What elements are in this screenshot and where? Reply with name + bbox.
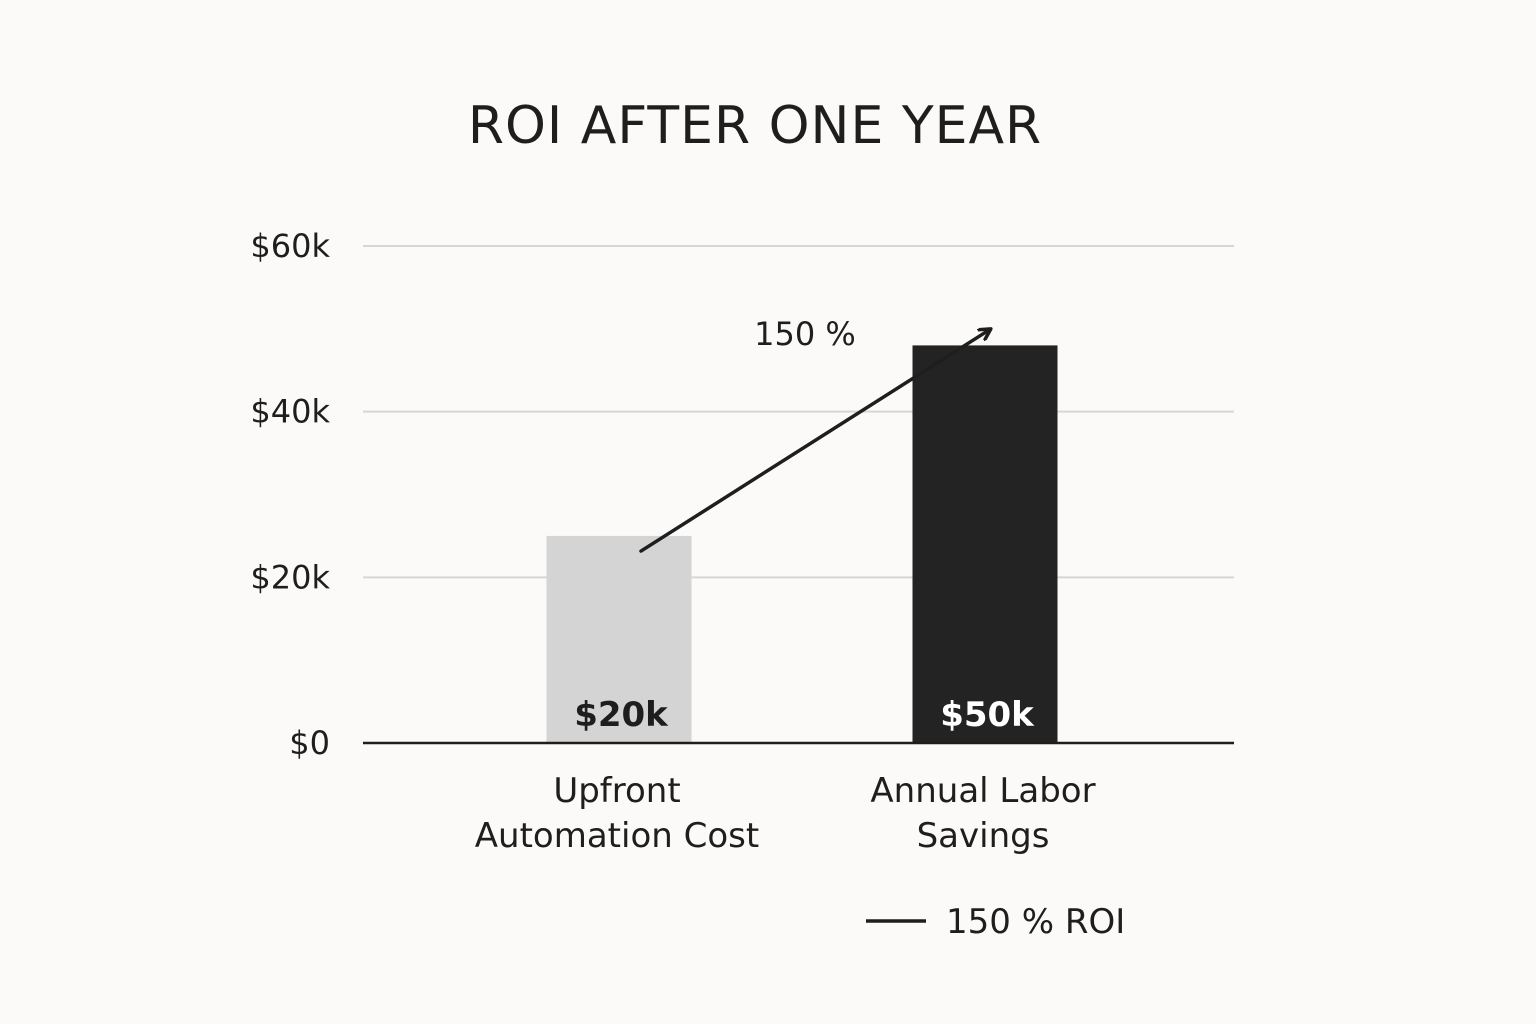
category-label: Automation Cost <box>475 816 759 856</box>
category-label: Annual Labor <box>870 771 1095 811</box>
bar <box>912 345 1058 743</box>
legend: 150 % ROI <box>866 902 1125 942</box>
roi-arrow <box>639 329 990 553</box>
bar-data-label: $50k <box>940 695 1035 735</box>
bar-data-label: $20k <box>574 695 669 735</box>
bars <box>546 345 1058 743</box>
bar <box>546 535 692 743</box>
bar-data-labels: $20k $50k <box>574 695 1035 735</box>
category-label: Savings <box>917 816 1050 856</box>
gridlines <box>363 245 1234 579</box>
chart-title: ROI AFTER ONE YEAR <box>468 96 1042 156</box>
y-tick-label: $60k <box>250 227 330 265</box>
y-tick-label: $0 <box>289 724 330 762</box>
roi-annotation: 150 % <box>754 315 856 353</box>
y-tick-label: $20k <box>250 558 330 596</box>
legend-label: 150 % ROI <box>946 902 1125 942</box>
y-tick-label: $40k <box>250 393 330 431</box>
y-axis-ticks: $0 $20k $40k $60k <box>250 227 330 762</box>
category-label: Upfront <box>553 771 680 811</box>
category-labels: Upfront Automation Cost Annual Labor Saving… <box>475 771 1096 856</box>
